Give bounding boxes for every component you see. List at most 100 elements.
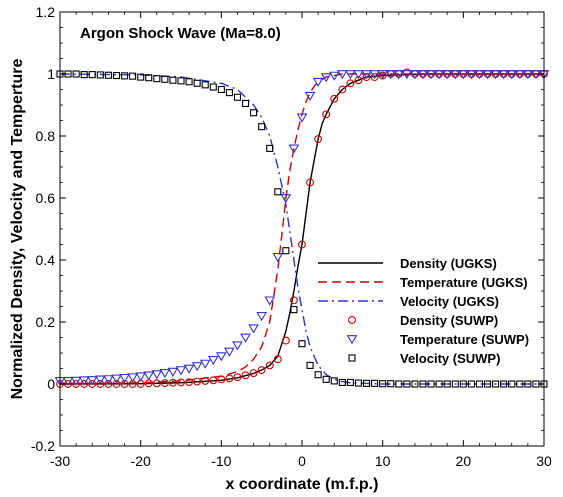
- point-velocity-suwp: [88, 71, 96, 79]
- legend-label-velocity-ugks: Velocity (UGKS): [400, 294, 499, 309]
- point-temperature-suwp: [417, 70, 429, 80]
- point-temperature-suwp: [425, 70, 437, 80]
- y-tick-label: 1.2: [36, 4, 56, 20]
- point-temperature-suwp: [280, 194, 292, 204]
- point-density-suwp: [314, 135, 323, 144]
- legend-label-temperature-ugks: Temperature (UGKS): [400, 275, 528, 290]
- point-density-suwp: [257, 366, 266, 374]
- point-velocity-suwp: [427, 380, 435, 388]
- point-velocity-suwp: [492, 380, 500, 388]
- point-velocity-suwp: [72, 70, 80, 78]
- point-velocity-suwp: [338, 378, 346, 387]
- point-density-suwp: [322, 110, 331, 119]
- point-density-suwp: [265, 361, 274, 370]
- point-velocity-suwp: [161, 75, 169, 83]
- point-velocity-suwp: [169, 76, 177, 84]
- x-axis-title: x coordinate (m.f.p.): [226, 476, 379, 493]
- axes-layer: -30 -20 -10 0 10 20 30 -0.2 0 0.2 0.4 0.6 0.8 1 1.2: [31, 4, 552, 469]
- point-velocity-suwp: [395, 380, 403, 388]
- point-temperature-suwp: [345, 70, 356, 80]
- point-temperature-suwp: [514, 70, 526, 80]
- point-velocity-suwp: [137, 73, 145, 81]
- legend: Density (UGKS) Temperature (UGKS) Velocity…: [318, 256, 529, 366]
- point-temperature-suwp: [175, 366, 187, 376]
- point-velocity-suwp: [177, 77, 185, 85]
- point-temperature-suwp: [457, 70, 469, 80]
- y-tick-label: 1: [47, 66, 55, 82]
- y-tick-label: 0: [47, 376, 55, 392]
- point-temperature-suwp: [78, 376, 90, 386]
- point-velocity-suwp: [201, 81, 209, 89]
- point-density-suwp: [80, 380, 89, 388]
- point-velocity-suwp: [500, 380, 508, 388]
- point-density-suwp: [273, 355, 282, 364]
- point-velocity-suwp: [419, 380, 427, 388]
- point-temperature-suwp: [393, 70, 405, 80]
- point-temperature-suwp: [272, 253, 284, 263]
- point-velocity-suwp: [508, 380, 516, 388]
- point-velocity-suwp: [185, 78, 193, 86]
- point-temperature-suwp: [119, 373, 130, 384]
- point-velocity-suwp: [129, 72, 137, 80]
- point-velocity-suwp: [250, 109, 258, 117]
- x-tick-label: 20: [456, 453, 472, 469]
- point-velocity-suwp: [354, 379, 363, 387]
- point-velocity-suwp: [298, 340, 306, 348]
- point-density-suwp: [185, 378, 194, 387]
- point-velocity-suwp: [266, 144, 274, 152]
- point-density-suwp: [104, 380, 113, 388]
- point-velocity-suwp: [104, 71, 112, 79]
- point-velocity-suwp: [96, 71, 104, 79]
- y-tick-label: 0.6: [36, 190, 56, 206]
- point-temperature-suwp: [70, 376, 82, 386]
- point-velocity-suwp: [120, 72, 129, 80]
- point-temperature-suwp: [191, 362, 203, 372]
- point-velocity-suwp: [411, 380, 419, 388]
- x-tick-label: -20: [131, 453, 151, 469]
- legend-marker-density-suwp: [348, 316, 356, 324]
- point-velocity-suwp: [112, 72, 121, 80]
- point-temperature-suwp: [304, 91, 316, 101]
- point-density-suwp: [217, 375, 226, 384]
- point-temperature-suwp: [474, 70, 485, 80]
- point-temperature-suwp: [401, 70, 413, 80]
- point-temperature-suwp: [353, 70, 364, 80]
- y-axis-title: Normalized Density, Velocity and Tempert…: [9, 58, 26, 399]
- point-velocity-suwp: [193, 79, 201, 87]
- point-temperature-suwp: [111, 374, 122, 384]
- point-temperature-suwp: [449, 70, 461, 80]
- point-density-suwp: [193, 377, 202, 386]
- point-velocity-suwp: [306, 361, 314, 369]
- y-tick-label: 0.4: [36, 252, 56, 268]
- point-temperature-suwp: [466, 70, 477, 80]
- point-velocity-suwp: [217, 85, 225, 94]
- point-velocity-suwp: [274, 188, 282, 196]
- point-density-suwp: [338, 85, 347, 94]
- point-temperature-suwp: [207, 355, 219, 366]
- point-density-suwp: [289, 296, 298, 305]
- point-temperature-suwp: [135, 372, 147, 382]
- point-density-suwp: [354, 76, 363, 85]
- point-density-suwp: [362, 73, 371, 82]
- x-tick-label: -10: [211, 453, 231, 469]
- point-temperature-suwp: [328, 71, 340, 81]
- point-velocity-suwp: [314, 371, 322, 379]
- point-velocity-suwp: [467, 380, 475, 388]
- chart-title: Argon Shock Wave (Ma=8.0): [80, 25, 281, 42]
- x-tick-label: 0: [298, 453, 306, 469]
- point-velocity-suwp: [475, 380, 484, 388]
- point-temperature-suwp: [441, 70, 453, 80]
- point-temperature-suwp: [199, 359, 211, 369]
- point-temperature-suwp: [385, 70, 397, 80]
- point-temperature-suwp: [361, 70, 372, 80]
- point-temperature-suwp: [506, 70, 518, 80]
- x-tick-label: 10: [375, 453, 391, 469]
- legend-label-density-suwp: Density (SUWP): [400, 313, 498, 328]
- point-temperature-suwp: [127, 373, 138, 383]
- point-density-suwp: [298, 240, 306, 249]
- point-velocity-suwp: [435, 380, 443, 388]
- point-density-suwp: [330, 94, 339, 103]
- point-density-suwp: [233, 373, 242, 382]
